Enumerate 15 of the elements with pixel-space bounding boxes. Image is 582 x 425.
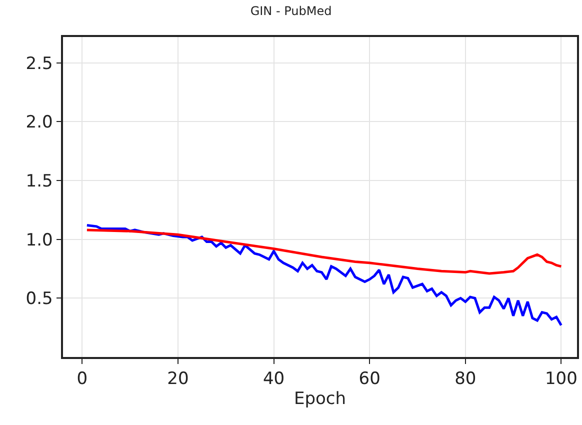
y-tick-label: 2.0 [26, 112, 53, 133]
x-tick-label: 40 [262, 369, 285, 390]
y-tick-label: 1.0 [26, 230, 53, 250]
line-series [86, 228, 562, 275]
x-tick-label: 80 [454, 369, 476, 390]
x-tick-label: 20 [167, 369, 189, 390]
x-tick-label: 60 [358, 369, 380, 390]
y-tick-label: 1.5 [26, 171, 53, 192]
y-tick-label: 2.5 [26, 54, 53, 74]
y-tick-label: 0.5 [26, 289, 53, 310]
chart-title: GIN - PubMed [250, 4, 332, 18]
x-tick-label: 100 [544, 369, 578, 390]
x-tick-label: 0 [76, 369, 88, 390]
x-axis-title: Epoch [294, 389, 346, 410]
line-series [86, 224, 562, 326]
